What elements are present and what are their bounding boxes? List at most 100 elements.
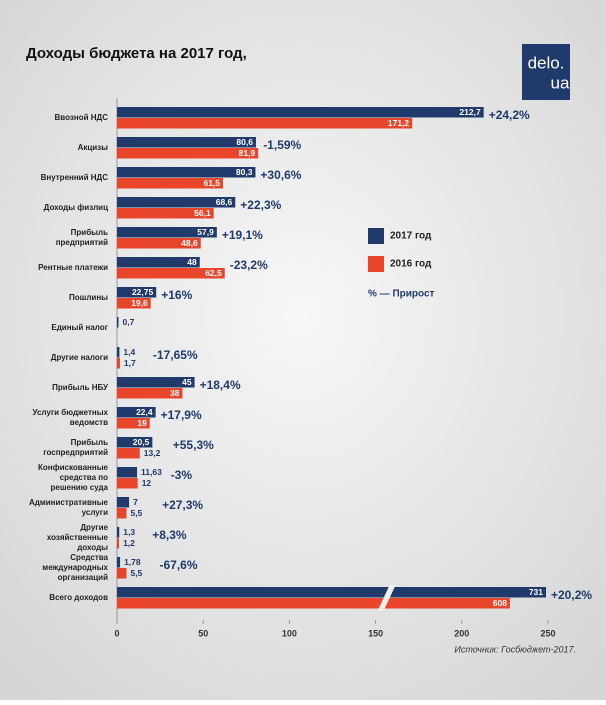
x-tick-label: 150	[368, 628, 383, 638]
bar	[117, 568, 127, 579]
x-tick-label: 200	[454, 628, 469, 638]
bar	[117, 377, 195, 388]
value-label: 1,4	[123, 347, 135, 357]
value-label: 1,2	[123, 538, 135, 548]
value-label: 57,9	[197, 227, 214, 237]
bar	[117, 268, 225, 279]
growth-label: +27,3%	[162, 498, 203, 512]
value-label: 48,6	[181, 238, 198, 248]
category-label: Услуги бюджетных ведомств	[32, 408, 108, 427]
category-label: Всего доходов	[49, 593, 108, 602]
category-label: Единый налог	[51, 323, 108, 332]
bar	[117, 298, 151, 309]
bar	[117, 437, 153, 448]
growth-label: +18,4%	[200, 378, 241, 392]
value-label: 80,3	[236, 167, 253, 177]
bar	[117, 238, 201, 249]
growth-label: +30,6%	[260, 168, 301, 182]
bar	[117, 407, 156, 418]
growth-label: +19,1%	[222, 228, 263, 242]
bar	[117, 508, 127, 519]
logo-box	[522, 44, 570, 100]
bar	[117, 148, 259, 159]
bar	[117, 197, 236, 208]
bar	[117, 178, 224, 189]
bar	[117, 448, 140, 459]
bar	[117, 167, 256, 178]
category-label: Рентные платежи	[38, 263, 108, 272]
bar	[117, 418, 150, 429]
category-label: Другие хозяйственные доходы	[47, 523, 109, 552]
bar	[117, 467, 138, 478]
value-label: 608	[493, 598, 507, 608]
value-label: 7	[133, 497, 138, 507]
bar	[117, 527, 120, 538]
bar	[117, 118, 413, 129]
bar	[117, 388, 183, 399]
chart-title: Доходы бюджета на 2017 год,	[26, 45, 247, 62]
x-tick-label: 50	[198, 628, 208, 638]
legend-note: % — Прирост	[368, 289, 435, 300]
category-label: Прибыль предприятий	[56, 228, 108, 247]
value-label: 171,2	[388, 118, 410, 128]
value-label: 212,7	[459, 107, 481, 117]
growth-label: +55,3%	[173, 438, 214, 452]
bar	[117, 208, 214, 219]
category-label: Внутренний НДС	[41, 173, 109, 182]
value-label: 38	[170, 388, 180, 398]
value-label: 45	[182, 377, 192, 387]
bar	[117, 598, 510, 609]
growth-label: +22,3%	[240, 198, 281, 212]
category-label: Административные услуги	[29, 498, 109, 517]
value-label: 13,2	[144, 448, 161, 458]
bar	[117, 478, 138, 489]
value-label: 22,75	[132, 287, 154, 297]
bar	[117, 107, 484, 118]
value-label: 68,6	[216, 197, 233, 207]
value-label: 62,5	[205, 268, 222, 278]
category-label: Прибыль госпредприятий	[43, 438, 108, 457]
growth-label: -67,6%	[159, 558, 197, 572]
bar	[117, 538, 120, 549]
category-label: Другие налоги	[51, 353, 108, 362]
category-label: Конфискованные средства по решению суда	[38, 463, 109, 492]
growth-label: +17,9%	[161, 408, 202, 422]
bar	[117, 287, 157, 298]
value-label: 1,3	[123, 527, 135, 537]
value-label: 48	[187, 257, 197, 267]
value-label: 1,78	[124, 557, 141, 567]
legend-swatch	[368, 228, 384, 244]
growth-label: -23,2%	[230, 258, 268, 272]
bar	[117, 257, 200, 268]
value-label: 11,63	[141, 467, 162, 477]
category-label: Прибыль НБУ	[52, 383, 109, 392]
value-label: 56,1	[194, 208, 211, 218]
source: Источник: Госбюджет-2017.	[454, 644, 576, 654]
bar	[117, 587, 546, 598]
growth-label: -17,65%	[153, 348, 198, 362]
value-label: 80,6	[236, 137, 253, 147]
x-tick-label: 250	[540, 628, 555, 638]
category-label: Акцизы	[78, 143, 109, 152]
value-label: 22,4	[136, 407, 153, 417]
logo-text: delo.	[528, 53, 565, 72]
growth-label: +8,3%	[152, 528, 187, 542]
value-label: 19	[137, 418, 147, 428]
growth-label: -3%	[171, 468, 193, 482]
value-label: 81,9	[239, 148, 256, 158]
bar	[117, 557, 121, 568]
value-label: 20,5	[133, 437, 150, 447]
legend-swatch	[368, 256, 384, 272]
logo-text: ua	[551, 73, 570, 92]
value-label: 5,5	[130, 508, 142, 518]
bar	[117, 347, 120, 358]
value-label: 731	[529, 587, 543, 597]
bar	[117, 137, 256, 148]
bar	[117, 317, 119, 328]
bar	[117, 227, 217, 238]
category-label: Средства международных организаций	[42, 553, 108, 582]
bar	[117, 358, 120, 369]
legend-label: 2016 год	[390, 259, 432, 270]
